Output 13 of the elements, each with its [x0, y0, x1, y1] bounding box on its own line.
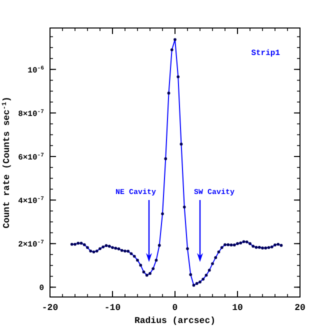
y-tick-label: 6×10$^{-7}$: [18, 151, 44, 163]
y-tick-label: 2×10$^{-7}$: [18, 238, 44, 250]
x-axis-title: Radius (arcsec): [134, 316, 216, 326]
x-tick-label: 10: [232, 303, 243, 313]
y-tick-label: 8×10$^{-7}$: [18, 107, 44, 119]
y-tick-label: 4×10$^{-7}$: [18, 194, 44, 206]
annotation: Strip1: [251, 49, 280, 58]
x-tick-label: -10: [104, 303, 121, 313]
y-tick-label: 10$^{-6}$: [28, 64, 45, 76]
y-tick-label: 0: [39, 284, 44, 294]
x-tick-label: 0: [172, 303, 178, 313]
x-tick-label: 20: [294, 303, 306, 313]
x-tick-label: -20: [42, 303, 58, 313]
